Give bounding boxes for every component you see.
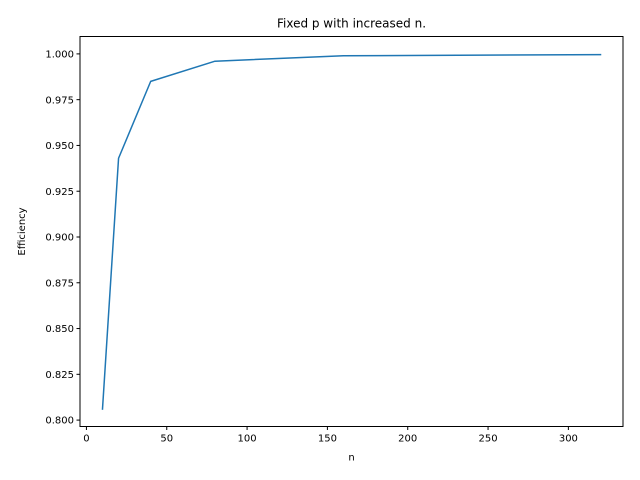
y-tick-label: 0.825	[45, 370, 74, 381]
x-axis-ticks: 0 50 100 150 200 250 300	[83, 426, 578, 445]
x-tick-label: 50	[160, 434, 173, 445]
y-tick-label: 0.900	[45, 233, 74, 244]
plot-frame	[79, 36, 624, 427]
y-tick-label: 0.800	[45, 416, 74, 427]
y-axis-ticks: 0.800 0.825 0.850 0.875 0.900 0.925 0.950 0.975…	[45, 49, 80, 427]
y-axis-label: Efficiency	[17, 207, 28, 255]
x-tick-label: 250	[479, 434, 498, 445]
x-tick-label: 150	[318, 434, 337, 445]
y-tick-label: 1.000	[45, 49, 74, 60]
x-tick-label: 200	[398, 434, 417, 445]
chart-title: Fixed p with increased n.	[277, 17, 426, 31]
y-tick-label: 0.950	[45, 141, 74, 152]
x-tick-label: 300	[559, 434, 578, 445]
y-tick-label: 0.850	[45, 324, 74, 335]
x-tick-label: 100	[238, 434, 257, 445]
y-tick-label: 0.875	[45, 278, 74, 289]
y-tick-label: 0.925	[45, 187, 74, 198]
x-axis-label: n	[348, 453, 354, 464]
series-layer	[101, 53, 602, 410]
x-tick-label: 0	[83, 434, 89, 445]
plot-area: 0 50 100 150 200 250 300 0.8000.8250.8500.8750…	[45, 36, 624, 445]
y-tick-label: 0.975	[45, 95, 74, 106]
series-line-0	[101, 53, 602, 410]
